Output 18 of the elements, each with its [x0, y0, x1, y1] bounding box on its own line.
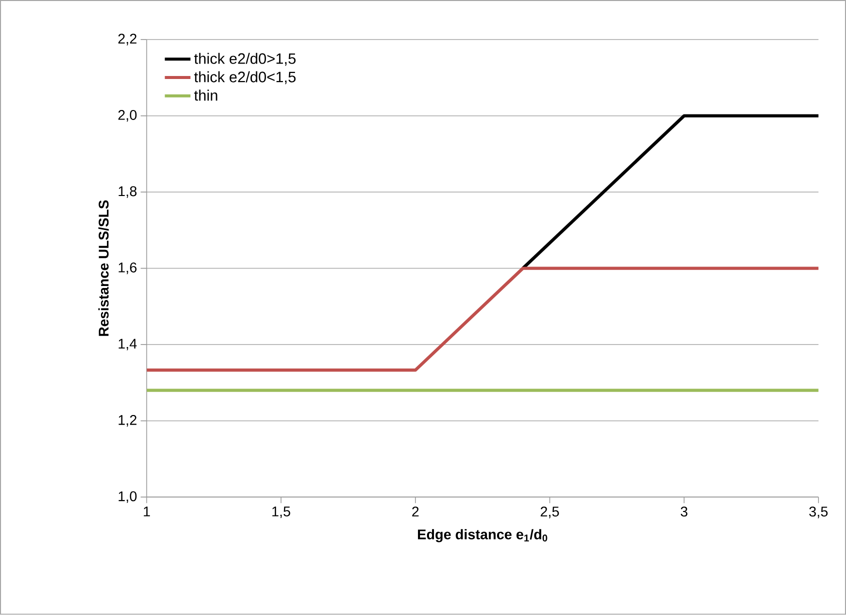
y-tick-label: 1,4	[118, 338, 137, 350]
x-axis-title: Edge distance e$_{1}$/d$_{0}$	[418, 529, 548, 542]
y-tick-label: 1,8	[118, 186, 137, 198]
x-tick-label: 3	[680, 506, 688, 517]
y-tick-label: 2,0	[118, 110, 137, 122]
legend-label: thick e2/d0<1,5	[194, 71, 296, 84]
x-tick-label: 1,5	[272, 506, 290, 518]
x-tick-label: 2,5	[540, 506, 559, 518]
y-tick-label: 1,2	[118, 415, 136, 427]
y-axis-title: Resistance ULS/SLS	[98, 200, 109, 336]
x-tick-label: 1	[144, 506, 150, 516]
y-tick-label: 1,6	[118, 262, 137, 274]
legend-label: thick e2/d0>1,5	[194, 53, 296, 66]
legend-label: thin	[194, 90, 218, 101]
x-tick-label: 3,5	[809, 506, 828, 518]
y-tick-label: 1,0	[118, 491, 137, 504]
y-tick-label: 2,2	[118, 34, 136, 46]
x-tick-label: 2	[412, 506, 419, 517]
